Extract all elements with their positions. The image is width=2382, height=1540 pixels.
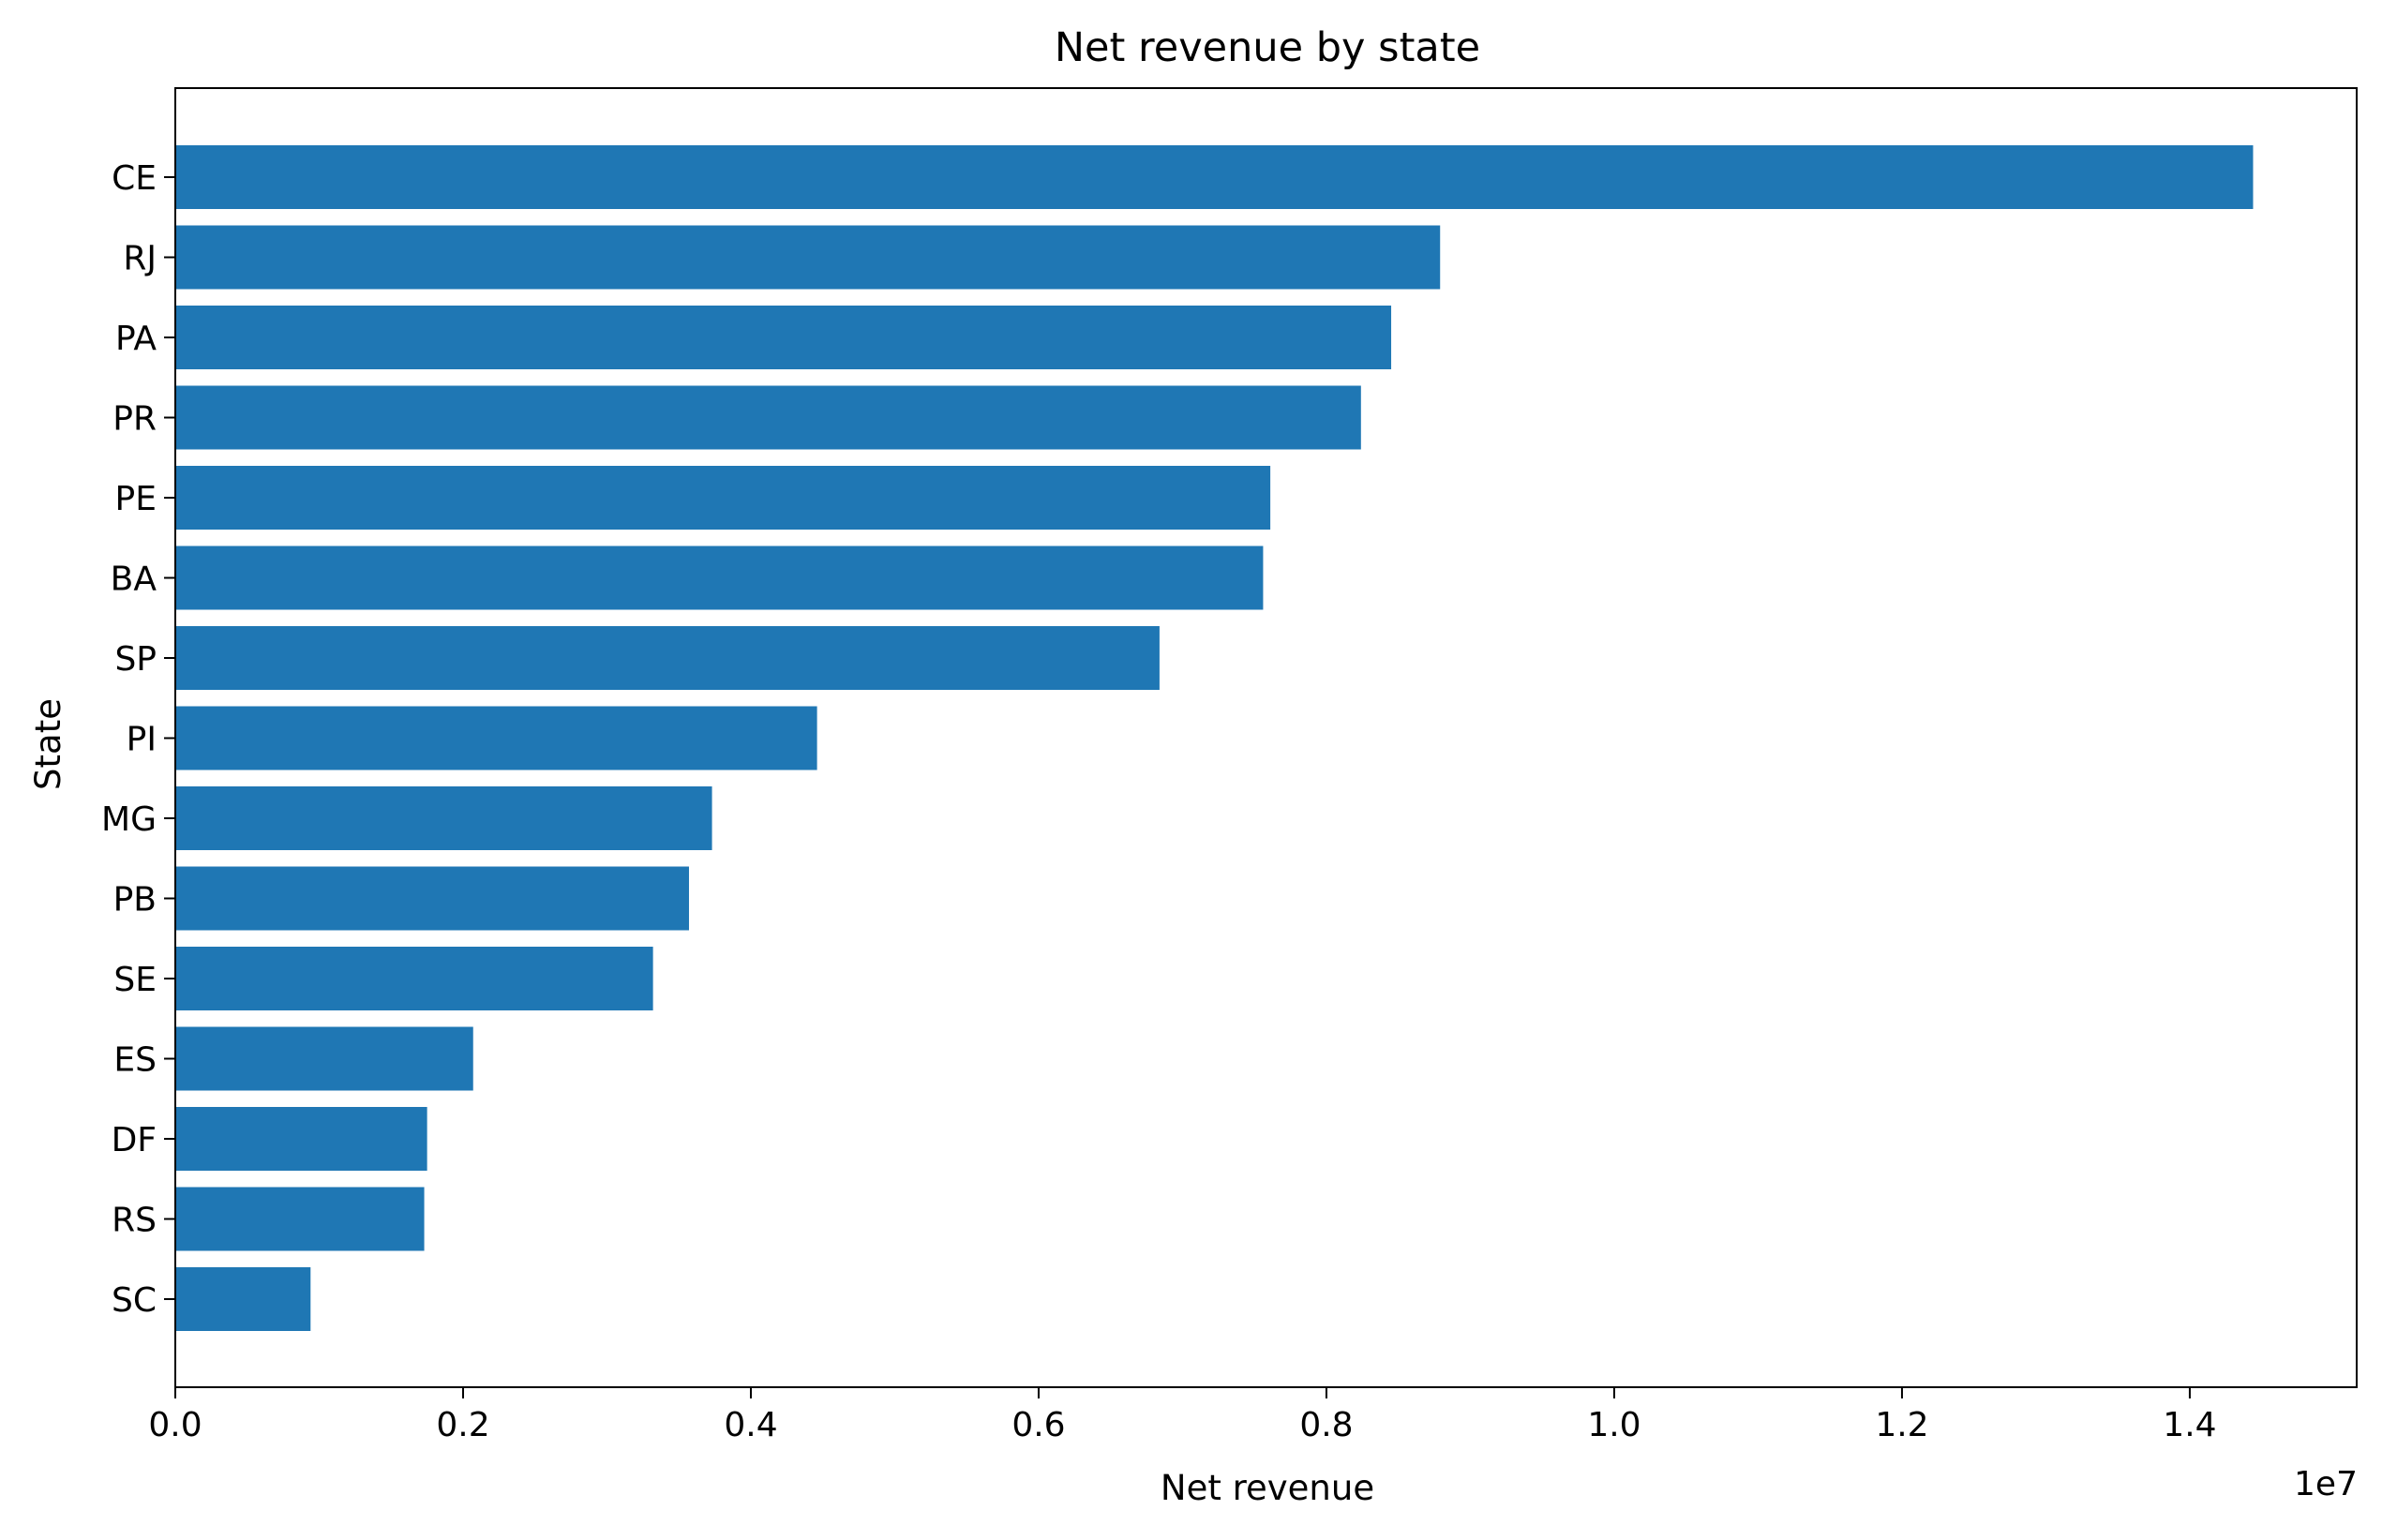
x-tick-label-4: 0.8 (1299, 1406, 1353, 1444)
bar-ba (175, 546, 1264, 610)
x-tick-label-6: 1.2 (1875, 1406, 1928, 1444)
bar-mg (175, 786, 712, 850)
y-tick-label-pa: PA (115, 320, 157, 358)
y-tick-label-df: DF (112, 1121, 157, 1159)
y-tick-label-rs: RS (112, 1202, 157, 1240)
y-tick-label-se: SE (113, 961, 157, 999)
x-axis-label: Net revenue (1161, 1468, 1374, 1508)
bar-pi (175, 706, 817, 770)
x-tick-label-1: 0.2 (436, 1406, 489, 1444)
bar-rj (175, 225, 1441, 290)
bar-pe (175, 466, 1271, 530)
bar-df (175, 1107, 427, 1171)
bar-es (175, 1026, 473, 1091)
plot-area-frame (174, 87, 2358, 1388)
y-tick-label-rj: RJ (123, 240, 157, 278)
x-tick-label-7: 1.4 (2163, 1406, 2216, 1444)
bars-layer (175, 145, 2254, 1331)
x-tick-label-3: 0.6 (1011, 1406, 1065, 1444)
y-tick-label-pe: PE (115, 480, 157, 518)
y-tick-label-ba: BA (111, 561, 157, 599)
y-tick-label-es: ES (113, 1041, 157, 1080)
bar-pa (175, 306, 1392, 369)
y-axis-label: State (28, 698, 68, 790)
x-tick-label-5: 1.0 (1587, 1406, 1640, 1444)
y-tick-label-sc: SC (112, 1281, 157, 1320)
axes-layer: CE RJ PA PR PE BA SP PI MG PB SE ES DF RS SC 0.0 0.2 0.4 0… (101, 159, 2217, 1444)
x-tick-label-0: 0.0 (148, 1406, 202, 1444)
bar-pb (175, 866, 689, 931)
bar-sp (175, 626, 1160, 690)
x-axis-offset-label: 1e7 (2294, 1465, 2358, 1503)
y-tick-label-sp: SP (114, 640, 157, 679)
bar-rs (175, 1187, 425, 1251)
bar-ce (175, 145, 2254, 209)
chart-title: Net revenue by state (1055, 24, 1480, 71)
y-tick-label-pi: PI (127, 721, 157, 759)
bar-pr (175, 385, 1361, 450)
y-tick-label-mg: MG (101, 800, 157, 839)
y-tick-label-pr: PR (112, 400, 157, 439)
y-tick-label-ce: CE (112, 159, 157, 198)
bar-sc (175, 1267, 311, 1331)
bar-se (175, 947, 653, 1010)
y-tick-label-pb: PB (113, 881, 157, 920)
x-tick-label-2: 0.4 (724, 1406, 777, 1444)
